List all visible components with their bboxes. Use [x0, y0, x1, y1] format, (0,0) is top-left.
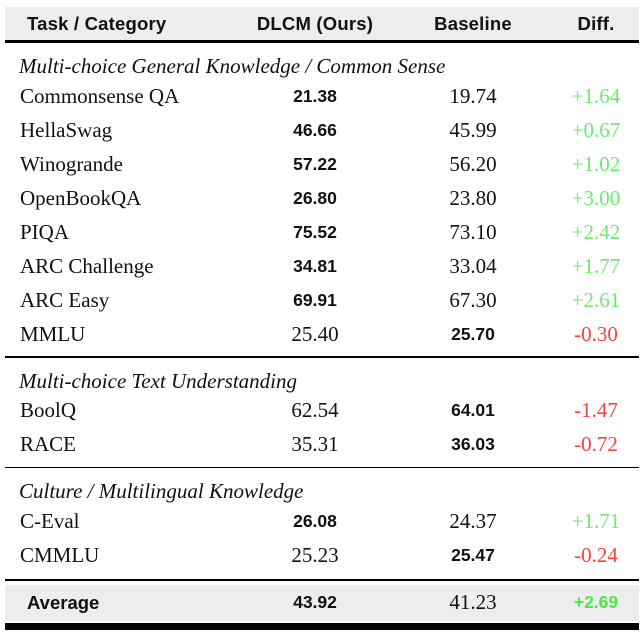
benchmark-results-table: Task / Category DLCM (Ours) Baseline Dif… [5, 7, 639, 630]
header-diff: Diff. [577, 12, 615, 34]
average-diff-value: +2.69 [573, 592, 619, 613]
table-row: C-Eval 26.08 24.37 +1.71 [5, 504, 639, 538]
table-row: BoolQ 62.54 64.01 -1.47 [5, 394, 639, 428]
diff-value: -0.30 [574, 321, 618, 346]
diff-value: +1.02 [571, 151, 621, 176]
average-dlcm-value: 43.92 [293, 592, 337, 613]
diff-value: -1.47 [574, 398, 618, 423]
table-row: CMMLU 25.23 25.47 -0.24 [5, 538, 639, 572]
task-name: C-Eval [20, 508, 80, 533]
dlcm-value: 57.22 [293, 153, 337, 174]
dlcm-value: 69.91 [293, 289, 337, 310]
baseline-value: 33.04 [449, 253, 497, 278]
section-title: Culture / Multilingual Knowledge [19, 479, 304, 504]
average-label: Average [27, 591, 100, 613]
dlcm-value: 62.54 [291, 398, 339, 423]
dlcm-value: 25.40 [291, 321, 339, 346]
baseline-value: 67.30 [449, 287, 497, 312]
dlcm-value: 21.38 [293, 85, 337, 106]
table-row: HellaSwag 46.66 45.99 +0.67 [5, 113, 639, 147]
baseline-value: 23.80 [449, 185, 497, 210]
dlcm-value: 35.31 [291, 432, 339, 457]
diff-value: +0.67 [571, 117, 621, 142]
bottom-border [5, 622, 639, 630]
diff-value: +2.61 [571, 287, 621, 312]
diff-value: +2.42 [571, 219, 621, 244]
baseline-value: 25.47 [451, 544, 495, 565]
task-name: Commonsense QA [20, 83, 180, 108]
table-row: RACE 35.31 36.03 -0.72 [5, 428, 639, 462]
section-title: Multi-choice Text Understanding [19, 368, 298, 393]
task-name: Winogrande [20, 151, 123, 176]
header-rule [5, 40, 639, 43]
task-name: OpenBookQA [20, 185, 142, 210]
table-header-row: Task / Category DLCM (Ours) Baseline Dif… [5, 7, 639, 40]
task-name: MMLU [20, 321, 86, 346]
task-name: HellaSwag [20, 117, 113, 142]
dlcm-value: 25.23 [291, 542, 339, 567]
baseline-value: 56.20 [449, 151, 497, 176]
diff-value: +3.00 [571, 185, 621, 210]
table-row: ARC Challenge 34.81 33.04 +1.77 [5, 249, 639, 283]
baseline-value: 64.01 [451, 400, 495, 421]
diff-value: -0.24 [574, 542, 618, 567]
header-baseline: Baseline [434, 12, 512, 34]
table-row: ARC Easy 69.91 67.30 +2.61 [5, 283, 639, 317]
header-dlcm: DLCM (Ours) [256, 12, 374, 34]
table-row: MMLU 25.40 25.70 -0.30 [5, 317, 639, 351]
task-name: BoolQ [20, 398, 77, 423]
baseline-value: 45.99 [449, 117, 497, 142]
baseline-value: 25.70 [451, 323, 495, 344]
task-name: RACE [20, 432, 77, 457]
task-name: ARC Easy [20, 287, 110, 312]
baseline-value: 24.37 [449, 508, 497, 533]
header-task-category: Task / Category [27, 12, 167, 34]
average-row: Average 43.92 41.23 +2.69 [5, 584, 639, 621]
table-body: Multi-choice General Knowledge / Common … [5, 43, 639, 572]
section-divider-rule [5, 466, 639, 469]
table-row: OpenBookQA 26.80 23.80 +3.00 [5, 181, 639, 215]
dlcm-value: 26.08 [293, 510, 337, 531]
diff-value: +1.71 [571, 508, 621, 533]
task-name: ARC Challenge [20, 253, 154, 278]
baseline-value: 73.10 [449, 219, 497, 244]
dlcm-value: 75.52 [293, 221, 337, 242]
dlcm-value: 26.80 [293, 187, 337, 208]
table-row: PIQA 75.52 73.10 +2.42 [5, 215, 639, 249]
average-baseline-value: 41.23 [449, 590, 497, 615]
section-divider-rule [5, 356, 639, 358]
table-row: Commonsense QA 21.38 19.74 +1.64 [5, 79, 639, 113]
dlcm-value: 34.81 [293, 255, 337, 276]
diff-value: +1.77 [571, 253, 621, 278]
dlcm-value: 46.66 [293, 119, 337, 140]
section-title: Multi-choice General Knowledge / Common … [19, 54, 446, 78]
footer-rule [5, 579, 639, 581]
diff-value: +1.64 [571, 83, 621, 108]
table-row: Winogrande 57.22 56.20 +1.02 [5, 147, 639, 181]
baseline-value: 19.74 [449, 83, 497, 108]
task-name: CMMLU [20, 542, 100, 567]
diff-value: -0.72 [574, 432, 618, 457]
baseline-value: 36.03 [451, 434, 495, 455]
task-name: PIQA [20, 219, 70, 244]
